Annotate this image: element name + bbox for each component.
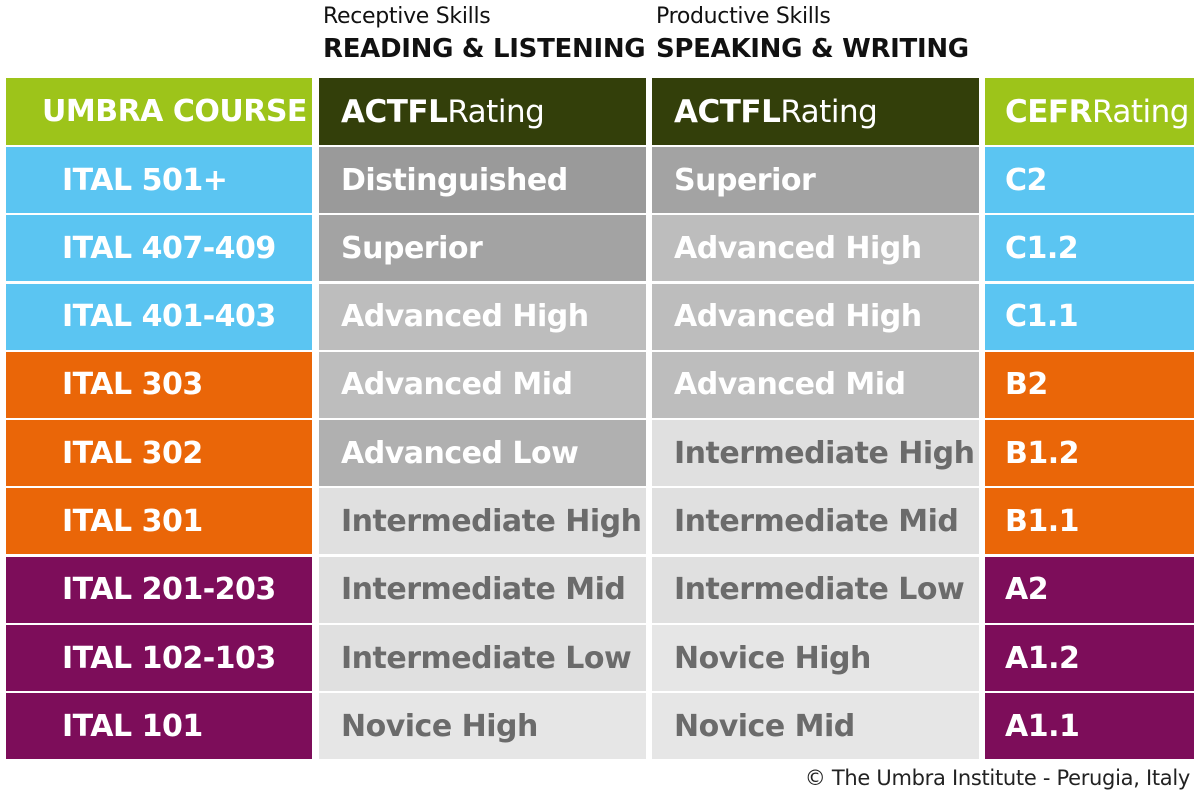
course-cell: ITAL 102-103	[6, 625, 312, 692]
productive-header-bold: ACTFL	[674, 93, 781, 130]
course-cell: ITAL 301	[6, 488, 312, 555]
course-cell: ITAL 201-203	[6, 556, 312, 623]
receptive-header-light: Rating	[447, 93, 545, 130]
receptive-header-bold: ACTFL	[341, 93, 448, 130]
course-cell: ITAL 407-409	[6, 215, 312, 282]
productive-rating-cell: Intermediate High	[652, 420, 979, 487]
cefr-rating-cell: C2	[985, 147, 1194, 213]
cefr-rating-cell: C1.1	[985, 283, 1194, 350]
receptive-skills-heading: Receptive Skills READING & LISTENING	[323, 2, 646, 66]
copyright-footer: © The Umbra Institute - Perugia, Italy	[804, 766, 1191, 790]
receptive-actfl-header: ACTFL Rating	[319, 78, 646, 145]
receptive-rating-cell: Intermediate High	[319, 488, 646, 555]
cefr-rating-cell: A1.2	[985, 625, 1194, 692]
course-column: UMBRA COURSE ITAL 501+ ITAL 407-409 ITAL 4…	[6, 78, 312, 762]
course-header: UMBRA COURSE	[6, 78, 312, 145]
cefr-rating-cell: A2	[985, 556, 1194, 623]
productive-header-light: Rating	[780, 93, 878, 130]
course-cell: ITAL 302	[6, 420, 312, 487]
productive-rating-cell: Intermediate Mid	[652, 488, 979, 555]
receptive-column: ACTFL Rating Distinguished Superior Advanc…	[319, 78, 646, 762]
receptive-rating-cell: Distinguished	[319, 147, 646, 213]
productive-subtitle: Productive Skills	[656, 4, 831, 29]
receptive-rating-cell: Intermediate Low	[319, 625, 646, 692]
receptive-rating-cell: Novice High	[319, 693, 646, 760]
productive-rating-cell: Intermediate Low	[652, 556, 979, 623]
course-header-label: UMBRA COURSE	[42, 94, 307, 129]
course-cell: ITAL 303	[6, 351, 312, 418]
cefr-column: CEFR Rating C2 C1.2 C1.1 B2 B1.2 B1.1 A2 A1.2 A1…	[985, 78, 1194, 762]
cefr-rating-cell: B1.1	[985, 488, 1194, 555]
productive-column: ACTFL Rating Superior Advanced High Advanc…	[652, 78, 979, 762]
course-cell: ITAL 101	[6, 693, 312, 760]
productive-rating-cell: Superior	[652, 147, 979, 213]
productive-title: SPEAKING & WRITING	[656, 34, 969, 64]
productive-actfl-header: ACTFL Rating	[652, 78, 979, 145]
cefr-rating-cell: B2	[985, 351, 1194, 418]
receptive-rating-cell: Intermediate Mid	[319, 556, 646, 623]
productive-rating-cell: Advanced Mid	[652, 351, 979, 418]
course-cell: ITAL 501+	[6, 147, 312, 213]
cefr-header: CEFR Rating	[985, 78, 1194, 145]
cefr-rating-cell: B1.2	[985, 420, 1194, 487]
receptive-title: READING & LISTENING	[323, 34, 646, 64]
cefr-header-bold: CEFR	[1005, 93, 1092, 130]
cefr-rating-cell: A1.1	[985, 693, 1194, 760]
cefr-header-light: Rating	[1091, 93, 1189, 130]
productive-skills-heading: Productive Skills SPEAKING & WRITING	[656, 2, 969, 66]
productive-rating-cell: Advanced High	[652, 215, 979, 282]
receptive-rating-cell: Superior	[319, 215, 646, 282]
productive-rating-cell: Novice Mid	[652, 693, 979, 760]
productive-rating-cell: Novice High	[652, 625, 979, 692]
receptive-rating-cell: Advanced Mid	[319, 351, 646, 418]
cefr-rating-cell: C1.2	[985, 215, 1194, 282]
receptive-rating-cell: Advanced High	[319, 283, 646, 350]
receptive-subtitle: Receptive Skills	[323, 4, 491, 29]
productive-rating-cell: Advanced High	[652, 283, 979, 350]
course-cell: ITAL 401-403	[6, 283, 312, 350]
receptive-rating-cell: Advanced Low	[319, 420, 646, 487]
